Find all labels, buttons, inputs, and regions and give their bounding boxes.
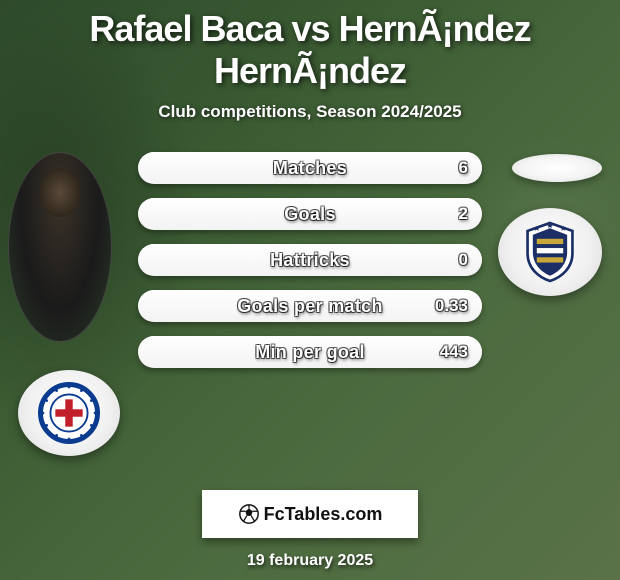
page-title: Rafael Baca vs HernÃ¡ndez HernÃ¡ndez xyxy=(0,0,620,92)
stat-row-matches: Matches 6 xyxy=(138,152,482,184)
stat-value: 2 xyxy=(459,198,468,230)
stat-label: Matches xyxy=(138,152,482,184)
subtitle: Club competitions, Season 2024/2025 xyxy=(0,102,620,122)
stat-label: Goals xyxy=(138,198,482,230)
club-left-badge xyxy=(18,370,120,456)
stat-value: 443 xyxy=(440,336,468,368)
club-right-badge xyxy=(498,208,602,296)
player-right-avatar xyxy=(512,154,602,182)
stat-label: Hattricks xyxy=(138,244,482,276)
stat-value: 0.33 xyxy=(435,290,468,322)
stat-label: Goals per match xyxy=(138,290,482,322)
brand-pill: FcTables.com xyxy=(202,490,418,538)
cruz-azul-icon xyxy=(38,382,100,444)
stats-bars: Matches 6 Goals 2 Hattricks 0 Goals per … xyxy=(138,152,482,382)
stat-value: 6 xyxy=(459,152,468,184)
stat-row-min-per-goal: Min per goal 443 xyxy=(138,336,482,368)
player-left-avatar xyxy=(8,152,112,342)
comparison-content: Matches 6 Goals 2 Hattricks 0 Goals per … xyxy=(0,152,620,482)
stat-label: Min per goal xyxy=(138,336,482,368)
stat-row-goals: Goals 2 xyxy=(138,198,482,230)
pachuca-icon xyxy=(517,219,583,285)
stat-row-hattricks: Hattricks 0 xyxy=(138,244,482,276)
soccer-ball-icon xyxy=(238,503,260,525)
brand-text: FcTables.com xyxy=(264,504,383,525)
stat-row-goals-per-match: Goals per match 0.33 xyxy=(138,290,482,322)
stat-value: 0 xyxy=(459,244,468,276)
date-text: 19 february 2025 xyxy=(0,552,620,570)
